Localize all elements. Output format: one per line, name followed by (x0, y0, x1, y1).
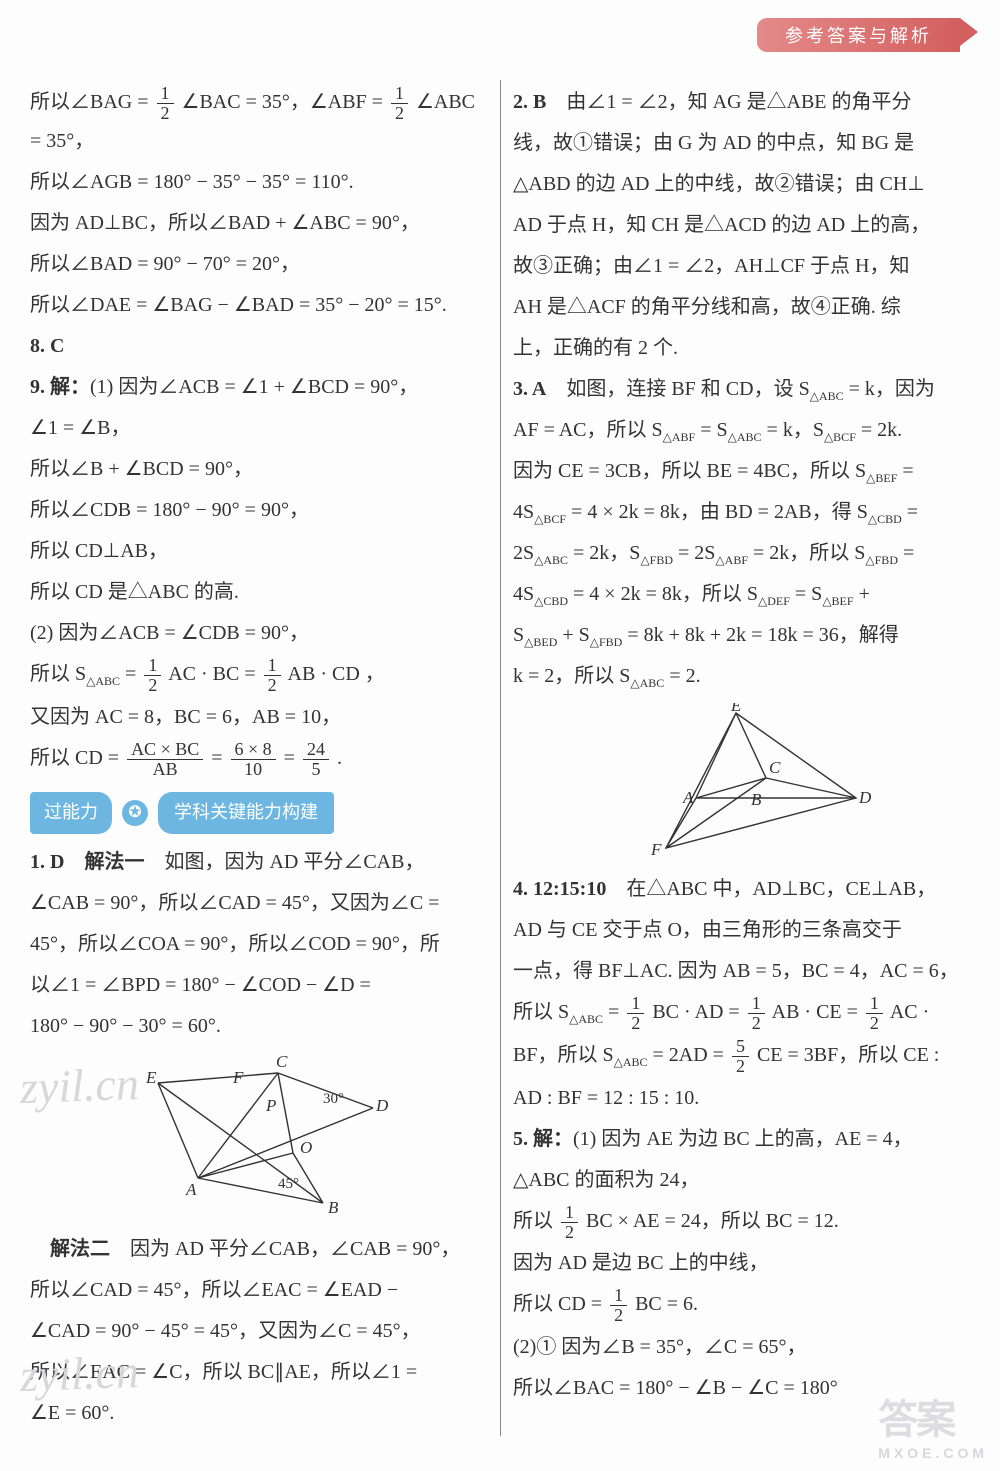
line: (2)① 因为∠B = 35°，∠C = 65°， (513, 1329, 968, 1366)
q5: 5. 解：(1) 因为 AE 为边 BC 上的高，AE = 4， (513, 1121, 968, 1158)
line: ∠CAB = 90°，所以∠CAD = 45°，又因为∠C = (30, 885, 485, 922)
svg-text:D: D (858, 788, 871, 807)
line: 所以 S△ABC = 12 BC · AD = 12 AB · CE = 12 … (513, 994, 968, 1033)
line: S△BED + S△FBD = 8k + 8k + 2k = 18k = 36，… (513, 617, 968, 654)
svg-text:A: A (682, 788, 694, 807)
line: AH 是△ACF 的角平分线和高，故④正确. 综 (513, 289, 968, 326)
svg-text:P: P (265, 1096, 276, 1115)
diagram-svg: E C B D A F (611, 703, 871, 863)
line: ∠E = 60°. (30, 1395, 485, 1432)
svg-text:B: B (751, 790, 762, 809)
figure-2: E C B D A F (513, 703, 968, 863)
line: 一点，得 BF⊥AC. 因为 AB = 5，BC = 4，AC = 6， (513, 953, 968, 990)
q9-head: 9. 解：(1) 因为∠ACB = ∠1 + ∠BCD = 90°， (30, 369, 485, 406)
line: AD : BF = 12 : 15 : 10. (513, 1080, 968, 1117)
right-column: 2. B 由∠1 = ∠2，知 AG 是△ABE 的角平分 线，故①错误；由 G… (513, 80, 968, 1436)
line: △ABC 的面积为 24， (513, 1162, 968, 1199)
svg-text:O: O (300, 1138, 312, 1157)
line: 所以 CD = AC × BCAB = 6 × 810 = 245 . (30, 740, 485, 779)
svg-text:F: F (650, 840, 662, 859)
line: 180° − 90° − 30° = 60°. (30, 1008, 485, 1045)
line: 45°，所以∠COA = 90°，所以∠COD = 90°，所 (30, 926, 485, 963)
line: 所以 CD 是△ABC 的高. (30, 574, 485, 611)
line: 所以∠CDB = 180° − 90° = 90°， (30, 492, 485, 529)
q4: 4. 12:15:10 在△ABC 中，AD⊥BC，CE⊥AB， (513, 871, 968, 908)
fraction: 12 (391, 84, 408, 123)
line: 故③正确；由∠1 = ∠2，AH⊥CF 于点 H，知 (513, 248, 968, 285)
p1: 1. D 解法一 如图，因为 AD 平分∠CAB， (30, 844, 485, 881)
page-header: 参考答案与解析 (757, 18, 960, 52)
svg-text:C: C (276, 1053, 288, 1071)
line: 所以∠BAG = 12 ∠BAC = 35°，∠ABF = 12 ∠ABC = … (30, 84, 485, 160)
line: AD 于点 H，知 CH 是△ACD 的边 AD 上的高， (513, 207, 968, 244)
line: 所以∠CAD = 45°，所以∠EAC = ∠EAD − (30, 1272, 485, 1309)
column-divider (500, 80, 501, 1436)
q8: 8. C (30, 328, 485, 365)
m2: 解法二 因为 AD 平分∠CAB，∠CAB = 90°， (30, 1231, 485, 1268)
svg-text:B: B (328, 1198, 339, 1217)
band-right: 学科关键能力构建 (158, 792, 334, 833)
line: (2) 因为∠ACB = ∠CDB = 90°， (30, 615, 485, 652)
line: ∠1 = ∠B， (30, 410, 485, 447)
line: 4S△BCF = 4 × 2k = 8k，由 BD = 2AB，得 S△CBD … (513, 494, 968, 531)
svg-text:A: A (185, 1180, 197, 1199)
line: 所以∠BAD = 90° − 70° = 20°， (30, 246, 485, 283)
line: 又因为 AC = 8，BC = 6，AB = 10， (30, 699, 485, 736)
medal-icon: ✪ (122, 800, 148, 826)
line: 以∠1 = ∠BPD = 180° − ∠COD − ∠D = (30, 967, 485, 1004)
line: 线，故①错误；由 G 为 AD 的中点，知 BG 是 (513, 125, 968, 162)
line: 所以∠DAE = ∠BAG − ∠BAD = 35° − 20° = 15°. (30, 287, 485, 324)
band-left: 过能力 (30, 792, 112, 833)
line: AD 与 CE 交于点 O，由三角形的三条高交于 (513, 912, 968, 949)
line: zyil.cn ∠CAD = 90° − 45° = 45°，又因为∠C = 4… (30, 1313, 485, 1350)
svg-text:E: E (730, 703, 742, 715)
line: k = 2，所以 S△ABC = 2. (513, 658, 968, 695)
q3: 3. A 如图，连接 BF 和 CD，设 S△ABC = k，因为 (513, 371, 968, 408)
left-column: 所以∠BAG = 12 ∠BAC = 35°，∠ABF = 12 ∠ABC = … (30, 80, 485, 1436)
line: 因为 AD⊥BC，所以∠BAD + ∠ABC = 90°， (30, 205, 485, 242)
line: 因为 AD 是边 BC 上的中线， (513, 1245, 968, 1282)
line: 4S△CBD = 4 × 2k = 8k，所以 S△DEF = S△BEF + (513, 576, 968, 613)
svg-text:C: C (769, 758, 781, 777)
line: BF，所以 S△ABC = 2AD = 52 CE = 3BF，所以 CE : (513, 1037, 968, 1076)
line: 上，正确的有 2 个. (513, 330, 968, 367)
line: 所以 S△ABC = 12 AC · BC = 12 AB · CD ， (30, 656, 485, 695)
line: 所以∠B + ∠BCD = 90°， (30, 451, 485, 488)
q2: 2. B 由∠1 = ∠2，知 AG 是△ABE 的角平分 (513, 84, 968, 121)
svg-text:F: F (232, 1068, 244, 1087)
line: 所以 CD⊥AB， (30, 533, 485, 570)
line: 所以∠EAC = ∠C，所以 BC∥AE，所以∠1 = (30, 1354, 485, 1391)
section-band: 过能力 ✪ 学科关键能力构建 (30, 792, 485, 833)
svg-text:30°: 30° (323, 1091, 344, 1107)
line: 所以∠AGB = 180° − 35° − 35° = 110°. (30, 164, 485, 201)
page: 参考答案与解析 所以∠BAG = 12 ∠BAC = 35°，∠ABF = 12… (0, 0, 1000, 1471)
line: 所以 12 BC × AE = 24，所以 BC = 12. (513, 1203, 968, 1242)
svg-text:45°: 45° (278, 1176, 299, 1192)
line: AF = AC，所以 S△ABF = S△ABC = k，S△BCF = 2k. (513, 412, 968, 449)
line: 因为 CE = 3CB，所以 BE = 4BC，所以 S△BEF = (513, 453, 968, 490)
svg-text:E: E (145, 1068, 157, 1087)
fraction: 12 (157, 84, 174, 123)
line: 所以 CD = 12 BC = 6. (513, 1286, 968, 1325)
line: △ABD 的边 AD 上的中线，故②错误；由 CH⊥ (513, 166, 968, 203)
diagram-svg: C D O B A E F P 30° 45° (118, 1053, 398, 1223)
line: 2S△ABC = 2k，S△FBD = 2S△ABF = 2k，所以 S△FBD… (513, 535, 968, 572)
figure-1: zyil.cn C (30, 1053, 485, 1223)
corner-watermark: 答案 MXOE.COM (878, 1387, 988, 1461)
svg-text:D: D (375, 1096, 389, 1115)
content-columns: 所以∠BAG = 12 ∠BAC = 35°，∠ABF = 12 ∠ABC = … (30, 80, 970, 1436)
